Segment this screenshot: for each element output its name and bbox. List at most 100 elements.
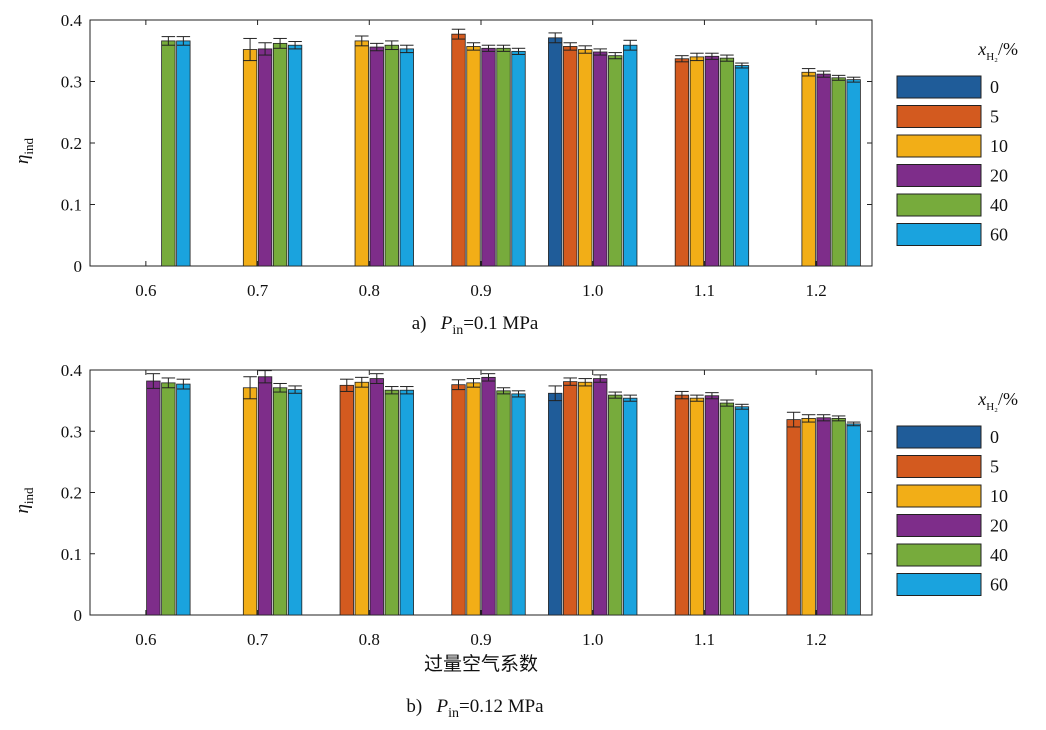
bar-20pct-1.0 xyxy=(593,378,608,616)
bar-60pct-1.0 xyxy=(623,397,638,616)
bar-5pct-1.1 xyxy=(674,394,690,616)
panel-caption-subscript: in xyxy=(448,706,459,721)
y-tick-label: 0.2 xyxy=(61,484,82,503)
bar-10pct-0.8 xyxy=(354,381,369,616)
chart-panel-b: 0 0.1 0.2 0.3 0.4 ηind 0.6 0.7 0.8 0.9 1.0 1.1 1.2 xH… xyxy=(12,361,1018,721)
legend-label: 60 xyxy=(990,225,1008,245)
y-tick-label: 0 xyxy=(74,606,83,625)
y-axis-label-subscript: ind xyxy=(21,137,36,154)
legend-title-subscript: H₂ xyxy=(986,51,998,63)
x-tick-label: 1.0 xyxy=(582,281,603,300)
bar-60pct-0.6 xyxy=(176,383,191,616)
y-tick-label: 0 xyxy=(74,257,83,276)
bar-60pct-0.8 xyxy=(399,389,414,616)
x-tick-label: 0.7 xyxy=(247,281,269,300)
bar-10pct-1.2 xyxy=(801,71,816,267)
legend-swatch xyxy=(896,455,982,478)
legend-swatch xyxy=(896,425,982,449)
y-tick-label: 0.1 xyxy=(61,545,82,564)
legend-label: 40 xyxy=(990,545,1008,565)
x-tick-label: 0.8 xyxy=(359,281,380,300)
bar-40pct-1.0 xyxy=(608,394,623,616)
x-tick-label: 1.0 xyxy=(582,630,603,649)
x-axis-label: 过量空气系数 xyxy=(424,653,538,675)
bar-20pct-0.8 xyxy=(369,378,384,616)
legend: xH₂/% 0 5 10 20 40 60 xyxy=(896,39,1018,246)
legend-swatch xyxy=(896,105,982,128)
panel-caption-var: P xyxy=(435,696,448,717)
panel-caption: b) Pin=0.12 MPa xyxy=(406,696,544,721)
panel-caption-spacer xyxy=(427,696,437,717)
bar-20pct-1.2 xyxy=(816,417,831,616)
legend-swatch xyxy=(896,164,982,187)
bar-40pct-0.8 xyxy=(384,44,399,267)
bar-40pct-0.6 xyxy=(161,40,176,267)
legend-label: 0 xyxy=(990,77,999,97)
legend-swatch xyxy=(896,573,982,596)
bar-0pct-1.0 xyxy=(548,392,563,616)
legend-swatch xyxy=(896,514,982,537)
bar-60pct-0.9 xyxy=(511,50,526,267)
bar-40pct-0.9 xyxy=(496,390,511,616)
bar-5pct-1.0 xyxy=(563,381,578,616)
bar-10pct-0.9 xyxy=(466,382,481,616)
bar-40pct-0.6 xyxy=(161,382,176,616)
legend-label: 20 xyxy=(990,166,1008,186)
bar-20pct-0.7 xyxy=(257,48,273,267)
x-tick-label: 0.6 xyxy=(135,630,156,649)
legend-swatch xyxy=(896,75,982,99)
bar-60pct-1.1 xyxy=(734,65,750,267)
x-tick-label: 1.1 xyxy=(694,281,715,300)
bar-60pct-1.0 xyxy=(623,44,638,267)
x-tick-label: 1.1 xyxy=(694,630,715,649)
panel-caption-value: =0.12 MPa xyxy=(459,696,544,717)
bar-20pct-0.7 xyxy=(257,376,273,616)
legend-swatch xyxy=(896,193,982,217)
y-tick-label: 0.4 xyxy=(61,11,83,30)
panel-caption-var: P xyxy=(440,313,453,334)
x-tick-label: 1.2 xyxy=(806,281,827,300)
x-tick-label: 0.9 xyxy=(470,630,491,649)
panel-caption-value: =0.1 MPa xyxy=(463,313,539,334)
bar-20pct-1.2 xyxy=(816,73,831,267)
bar-40pct-1.0 xyxy=(608,55,623,267)
bar-60pct-1.2 xyxy=(846,79,861,267)
legend-title-subscript: H₂ xyxy=(986,401,998,413)
panel-caption-label: b) xyxy=(406,696,427,717)
chart-panel-a: 0 0.1 0.2 0.3 0.4 ηind 0.6 0.7 0.8 0.9 1.0 1.1 1.2 xH… xyxy=(12,11,1018,338)
bar-10pct-0.9 xyxy=(466,46,481,267)
bar-40pct-1.2 xyxy=(831,417,846,616)
bar-20pct-0.6 xyxy=(146,380,161,616)
bar-40pct-0.8 xyxy=(384,389,399,616)
legend-title-unit: /% xyxy=(998,389,1018,409)
x-tick-label: 0.7 xyxy=(247,630,269,649)
x-tick-label: 0.6 xyxy=(135,281,156,300)
legend-swatch xyxy=(896,134,982,158)
bar-20pct-1.0 xyxy=(593,51,608,267)
y-tick-label: 0.4 xyxy=(61,361,83,380)
bar-20pct-0.9 xyxy=(481,376,496,616)
legend-title: xH₂/% xyxy=(977,39,1018,63)
legend-label: 5 xyxy=(990,107,999,127)
y-tick-label: 0.3 xyxy=(61,422,82,441)
bar-5pct-1.0 xyxy=(563,46,578,267)
bar-60pct-1.2 xyxy=(846,423,861,616)
bar-5pct-0.8 xyxy=(339,384,354,616)
legend-title-var: x xyxy=(977,389,986,409)
legend-label: 10 xyxy=(990,136,1008,156)
legend-label: 10 xyxy=(990,486,1008,506)
bar-5pct-1.2 xyxy=(786,419,801,616)
legend-label: 0 xyxy=(990,427,999,447)
bar-20pct-0.8 xyxy=(369,46,384,267)
bar-40pct-1.1 xyxy=(719,57,735,267)
bar-20pct-1.1 xyxy=(704,395,720,616)
plot-frame xyxy=(89,369,873,616)
bar-10pct-0.7 xyxy=(242,387,258,616)
legend-title-unit: /% xyxy=(998,39,1018,59)
bar-60pct-0.8 xyxy=(399,48,414,267)
bar-10pct-1.0 xyxy=(578,49,593,267)
bar-10pct-0.8 xyxy=(354,40,369,267)
bar-10pct-1.0 xyxy=(578,381,593,616)
bar-60pct-0.6 xyxy=(176,40,191,267)
